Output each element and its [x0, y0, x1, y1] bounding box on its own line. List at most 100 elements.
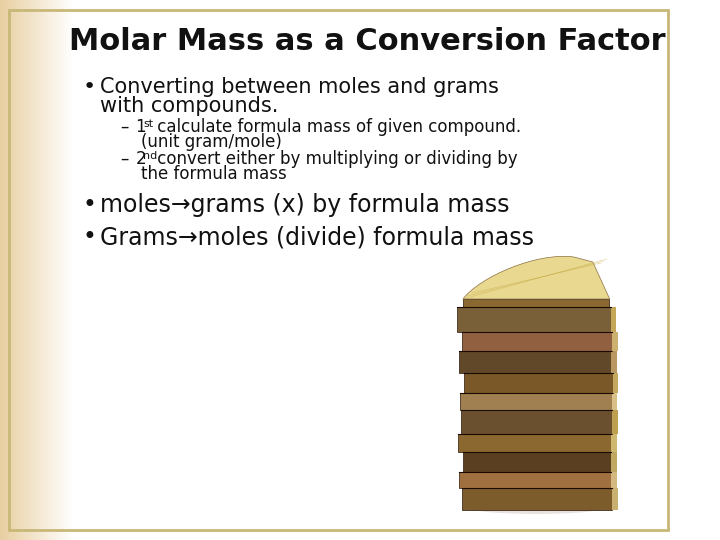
Bar — [31, 0, 32, 540]
Bar — [18, 0, 19, 540]
Bar — [55, 0, 57, 540]
Text: convert either by multiplying or dividing by: convert either by multiplying or dividin… — [153, 150, 518, 168]
Bar — [60, 0, 62, 540]
Bar — [7, 0, 9, 540]
Bar — [73, 10, 666, 525]
Text: nd: nd — [143, 151, 157, 161]
Bar — [6, 0, 7, 540]
Bar — [41, 0, 42, 540]
Bar — [460, 393, 611, 410]
Bar — [66, 0, 67, 540]
Bar — [14, 0, 15, 540]
Text: Molar Mass as a Conversion Factor: Molar Mass as a Conversion Factor — [68, 28, 665, 57]
Bar — [53, 0, 54, 540]
Bar — [462, 410, 612, 434]
Bar — [457, 307, 611, 332]
Bar — [69, 0, 70, 540]
Text: 2: 2 — [135, 150, 146, 168]
Bar — [28, 0, 30, 540]
Text: (unit gram/mole): (unit gram/mole) — [141, 133, 282, 151]
Bar — [50, 0, 51, 540]
Bar — [459, 472, 611, 488]
Bar — [61, 0, 62, 540]
Text: Converting between moles and grams: Converting between moles and grams — [100, 77, 499, 97]
Bar — [1, 0, 2, 540]
Bar — [45, 0, 46, 540]
Bar — [64, 0, 66, 540]
Bar — [63, 0, 64, 540]
Bar — [458, 434, 611, 452]
Bar — [55, 0, 56, 540]
Bar — [15, 0, 17, 540]
Bar — [5, 0, 6, 540]
Bar — [32, 0, 33, 540]
Bar — [464, 373, 613, 393]
Bar — [46, 0, 47, 540]
Bar — [11, 0, 12, 540]
Text: •: • — [83, 193, 96, 217]
Bar — [62, 0, 63, 540]
Bar — [45, 0, 46, 540]
Bar — [53, 0, 54, 540]
Bar — [71, 0, 72, 540]
Bar — [10, 0, 12, 540]
Text: moles→grams (x) by formula mass: moles→grams (x) by formula mass — [100, 193, 509, 217]
Bar — [54, 0, 55, 540]
Bar — [29, 0, 30, 540]
Bar — [37, 0, 38, 540]
Bar — [9, 0, 10, 540]
Bar — [19, 0, 20, 540]
Bar — [59, 0, 60, 540]
Bar — [2, 0, 4, 540]
Bar — [6, 0, 8, 540]
Text: –: – — [120, 150, 129, 168]
Bar — [611, 393, 617, 410]
Text: st: st — [143, 119, 153, 129]
Bar — [42, 0, 43, 540]
Bar — [3, 0, 4, 540]
Bar — [10, 0, 11, 540]
Bar — [25, 0, 26, 540]
Bar — [26, 0, 27, 540]
Bar — [611, 307, 616, 332]
Bar — [27, 0, 28, 540]
Bar — [611, 351, 617, 373]
Bar — [2, 0, 3, 540]
Bar — [22, 0, 23, 540]
Bar — [36, 0, 37, 540]
Bar — [47, 0, 48, 540]
Text: with compounds.: with compounds. — [100, 96, 278, 116]
Bar — [68, 0, 69, 540]
Bar — [21, 0, 22, 540]
Bar — [51, 0, 53, 540]
Bar — [49, 0, 50, 540]
Bar — [35, 0, 36, 540]
PathPatch shape — [463, 256, 610, 299]
Bar — [73, 0, 74, 540]
Bar — [8, 0, 9, 540]
Text: 1: 1 — [135, 118, 146, 136]
Bar — [32, 0, 34, 540]
Bar — [63, 0, 65, 540]
Bar — [56, 0, 58, 540]
Bar — [34, 0, 35, 540]
Bar — [611, 434, 616, 452]
Bar — [463, 299, 608, 307]
Bar — [58, 0, 59, 540]
Bar — [59, 0, 60, 540]
Text: –: – — [120, 118, 129, 136]
Bar — [35, 0, 37, 540]
Bar — [459, 351, 611, 373]
Bar — [42, 0, 44, 540]
Bar — [40, 0, 42, 540]
Bar — [23, 0, 24, 540]
Text: the formula mass: the formula mass — [141, 165, 287, 183]
Bar — [612, 410, 618, 434]
Bar — [4, 0, 5, 540]
Bar — [57, 0, 58, 540]
Bar — [17, 0, 18, 540]
Bar — [48, 0, 49, 540]
Ellipse shape — [470, 502, 602, 514]
Bar — [611, 452, 617, 472]
Bar — [67, 0, 68, 540]
